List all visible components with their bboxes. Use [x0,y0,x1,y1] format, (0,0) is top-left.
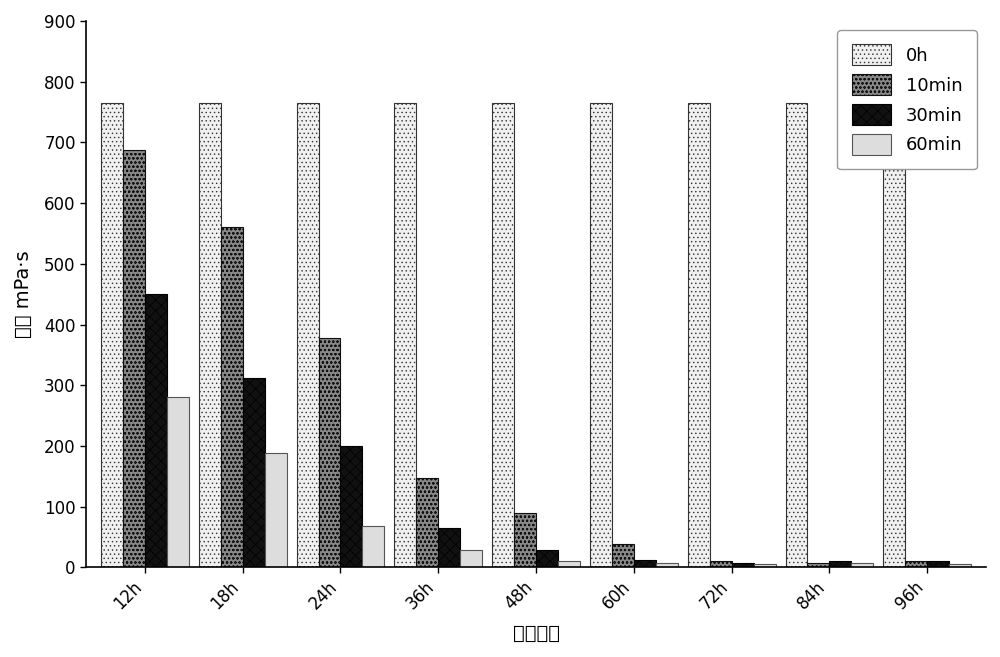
Bar [732,562,754,568]
Bar [536,551,558,568]
Bar [590,103,612,568]
Bar [807,562,829,568]
Bar [319,338,340,568]
Bar [167,397,189,568]
Bar [416,478,438,568]
Bar [612,545,634,568]
Bar [927,561,949,568]
Bar [710,561,732,568]
Bar [394,103,416,568]
Bar [199,103,221,568]
Bar [265,453,287,568]
Bar [492,103,514,568]
Bar [786,103,807,568]
X-axis label: 发酵时间: 发酵时间 [513,624,560,643]
Bar [123,150,145,568]
Legend: 0h, 10min, 30min, 60min: 0h, 10min, 30min, 60min [837,30,977,170]
Bar [297,103,319,568]
Bar [558,561,580,568]
Bar [634,560,656,568]
Bar [514,512,536,568]
Bar [656,562,678,568]
Bar [949,564,971,568]
Bar [829,561,851,568]
Bar [340,446,362,568]
Bar [101,103,123,568]
Bar [145,294,167,568]
Bar [221,227,243,568]
Bar [688,103,710,568]
Y-axis label: 粘度 mPa·s: 粘度 mPa·s [14,250,33,338]
Bar [851,562,873,568]
Bar [754,564,776,568]
Bar [438,528,460,568]
Bar [243,378,265,568]
Bar [883,103,905,568]
Bar [460,551,482,568]
Bar [905,561,927,568]
Bar [362,526,384,568]
